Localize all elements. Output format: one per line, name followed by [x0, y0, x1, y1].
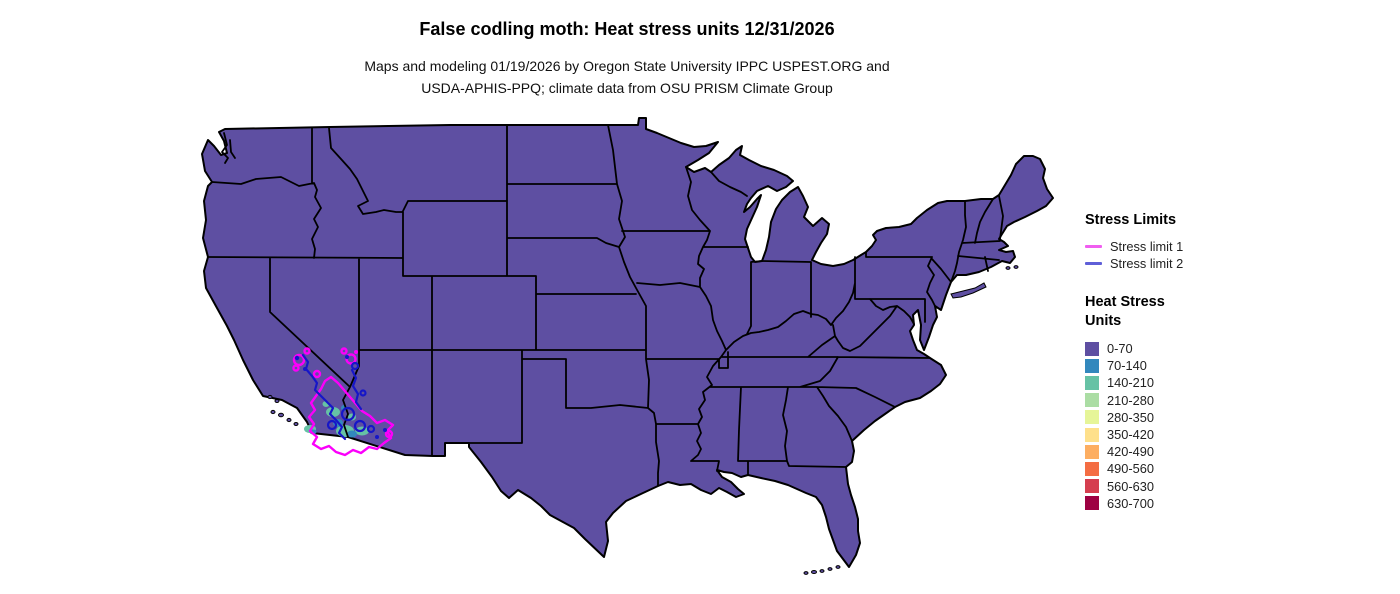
- stress-limit-1-line-swatch: [1085, 245, 1102, 248]
- legend-class-row: 140-210: [1085, 374, 1385, 391]
- stress-limit-2-label: Stress limit 2: [1110, 256, 1184, 271]
- stress-limit-1-contours: [292, 347, 395, 457]
- class-label: 140-210: [1107, 375, 1154, 391]
- legend-class-row: 490-560: [1085, 460, 1385, 477]
- class-label: 280-350: [1107, 409, 1154, 425]
- legend-item-stress-limit-2: Stress limit 2: [1085, 255, 1385, 272]
- legend-class-row: 420-490: [1085, 443, 1385, 460]
- class-color-swatch: [1085, 479, 1099, 494]
- legend-class-row: 630-700: [1085, 495, 1385, 512]
- class-label: 350-420: [1107, 427, 1154, 443]
- class-label: 420-490: [1107, 444, 1154, 460]
- class-color-swatch: [1085, 461, 1099, 476]
- state-borders: [207, 124, 1004, 487]
- class-color-swatch: [1085, 444, 1099, 459]
- legend-class-row: 560-630: [1085, 478, 1385, 495]
- legend-class-row: 0-70: [1085, 340, 1385, 357]
- stress-limit-2-line-swatch: [1085, 262, 1102, 265]
- conus-landmass: [201, 117, 1054, 568]
- subtitle-line-2: USDA-APHIS-PPQ; climate data from OSU PR…: [421, 80, 833, 96]
- class-label: 560-630: [1107, 478, 1154, 494]
- subtitle-line-1: Maps and modeling 01/19/2026 by Oregon S…: [364, 58, 890, 74]
- stress-limit-1-label: Stress limit 1: [1110, 239, 1184, 254]
- class-label: 630-700: [1107, 495, 1154, 511]
- legend-class-row: 210-280: [1085, 392, 1385, 409]
- class-label: 0-70: [1107, 341, 1133, 357]
- class-color-swatch: [1085, 358, 1099, 373]
- puget-sound-detail: [221, 132, 236, 164]
- class-label: 210-280: [1107, 392, 1154, 408]
- heat-title-line-2: Units: [1085, 313, 1122, 329]
- legend-class-row: 280-350: [1085, 409, 1385, 426]
- class-color-swatch: [1085, 341, 1099, 356]
- class-color-swatch: [1085, 427, 1099, 442]
- heat-title-line-1: Heat Stress: [1085, 294, 1165, 310]
- heat-stress-units-legend-title: Heat Stress Units: [1085, 293, 1385, 331]
- map-legend: Stress Limits Stress limit 1 Stress limi…: [1085, 212, 1385, 512]
- page-title: False codling moth: Heat stress units 12…: [419, 19, 835, 39]
- stress-limit-2-contours: [294, 353, 387, 441]
- islands: [267, 265, 1019, 575]
- legend-class-row: 70-140: [1085, 357, 1385, 374]
- class-label: 490-560: [1107, 461, 1154, 477]
- legend-item-stress-limit-1: Stress limit 1: [1085, 238, 1385, 255]
- stress-limits-legend-title: Stress Limits: [1085, 212, 1177, 228]
- class-color-swatch: [1085, 410, 1099, 425]
- class-color-swatch: [1085, 375, 1099, 390]
- class-label: 70-140: [1107, 358, 1147, 374]
- long-island: [950, 282, 987, 299]
- class-color-swatch: [1085, 496, 1099, 511]
- legend-class-row: 350-420: [1085, 426, 1385, 443]
- class-color-swatch: [1085, 393, 1099, 408]
- page-subtitle: Maps and modeling 01/19/2026 by Oregon S…: [0, 55, 1254, 99]
